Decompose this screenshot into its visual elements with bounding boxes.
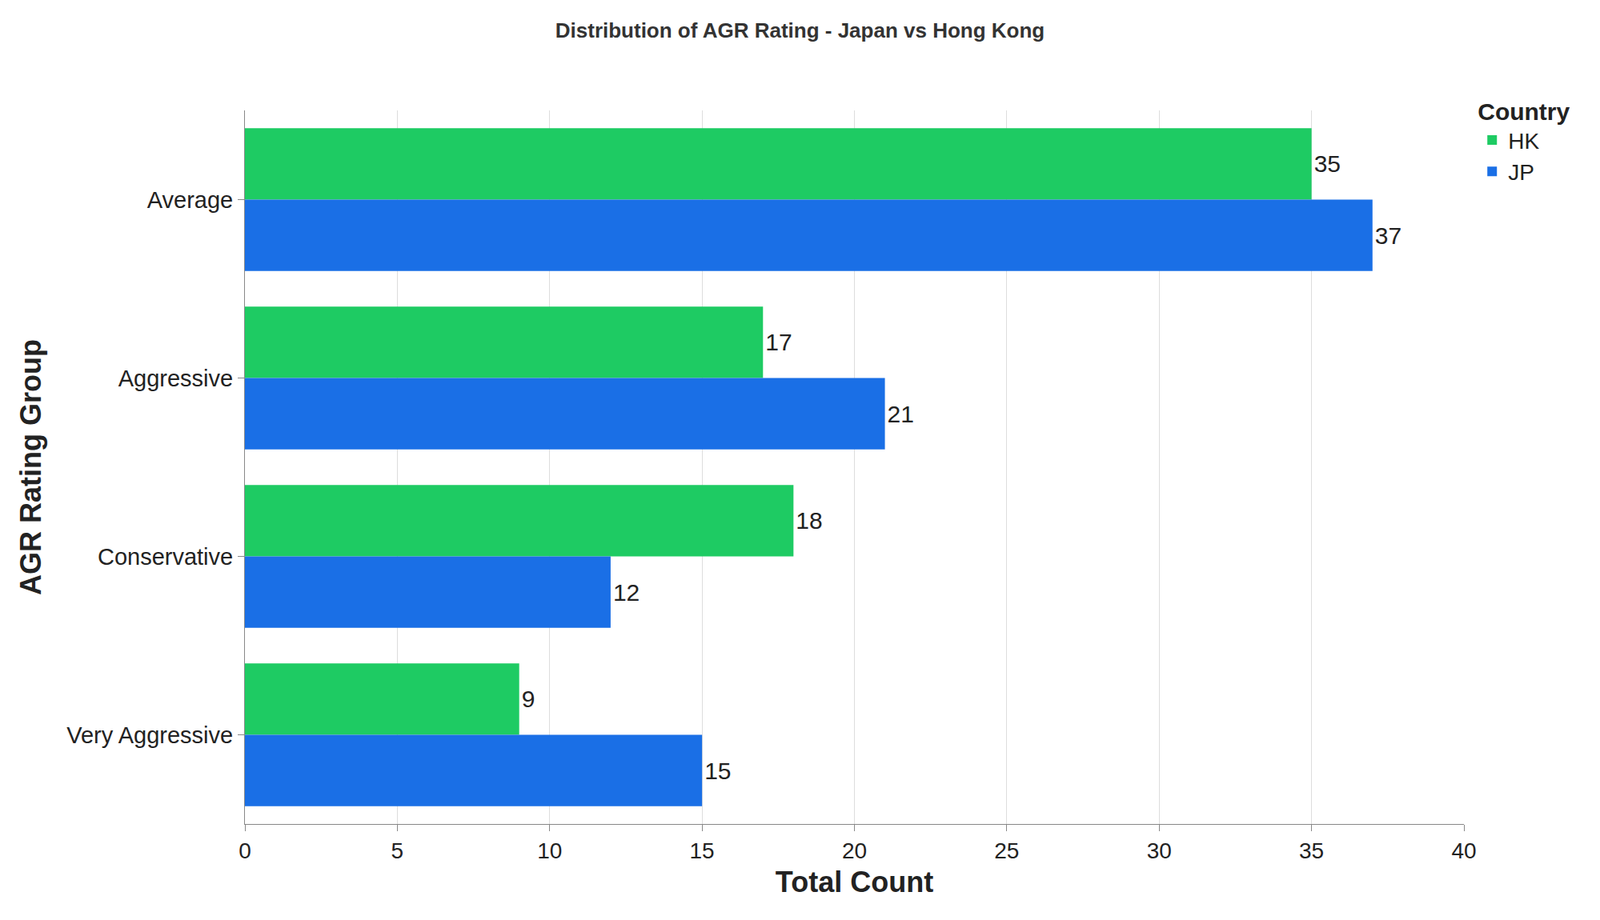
svg-text:17: 17	[765, 328, 792, 356]
svg-text:10: 10	[537, 838, 562, 864]
svg-text:Aggressive: Aggressive	[118, 365, 233, 392]
svg-text:40: 40	[1451, 838, 1476, 864]
svg-text:30: 30	[1146, 838, 1172, 864]
svg-text:35: 35	[1314, 150, 1341, 177]
svg-text:25: 25	[994, 838, 1019, 864]
svg-text:Country: Country	[1477, 98, 1570, 125]
svg-text:Very Aggressive: Very Aggressive	[66, 722, 233, 749]
svg-text:Conservative: Conservative	[97, 544, 233, 570]
svg-text:5: 5	[391, 838, 405, 864]
svg-text:Total Count: Total Count	[775, 866, 934, 899]
svg-text:0: 0	[238, 838, 252, 864]
svg-text:15: 15	[704, 757, 731, 785]
svg-text:21: 21	[887, 401, 915, 428]
svg-text:18: 18	[795, 507, 823, 534]
svg-text:Average: Average	[147, 187, 234, 213]
svg-text:37: 37	[1375, 222, 1402, 249]
svg-text:35: 35	[1299, 838, 1324, 864]
svg-text:HK: HK	[1507, 128, 1540, 154]
svg-text:12: 12	[613, 579, 640, 606]
svg-text:9: 9	[521, 685, 536, 713]
svg-text:JP: JP	[1507, 160, 1535, 185]
svg-text:20: 20	[842, 838, 867, 864]
svg-text:AGR Rating Group: AGR Rating Group	[14, 339, 48, 596]
svg-text:Distribution of AGR Rating - J: Distribution of AGR Rating - Japan vs Ho…	[555, 18, 1045, 43]
svg-text:15: 15	[689, 838, 715, 864]
